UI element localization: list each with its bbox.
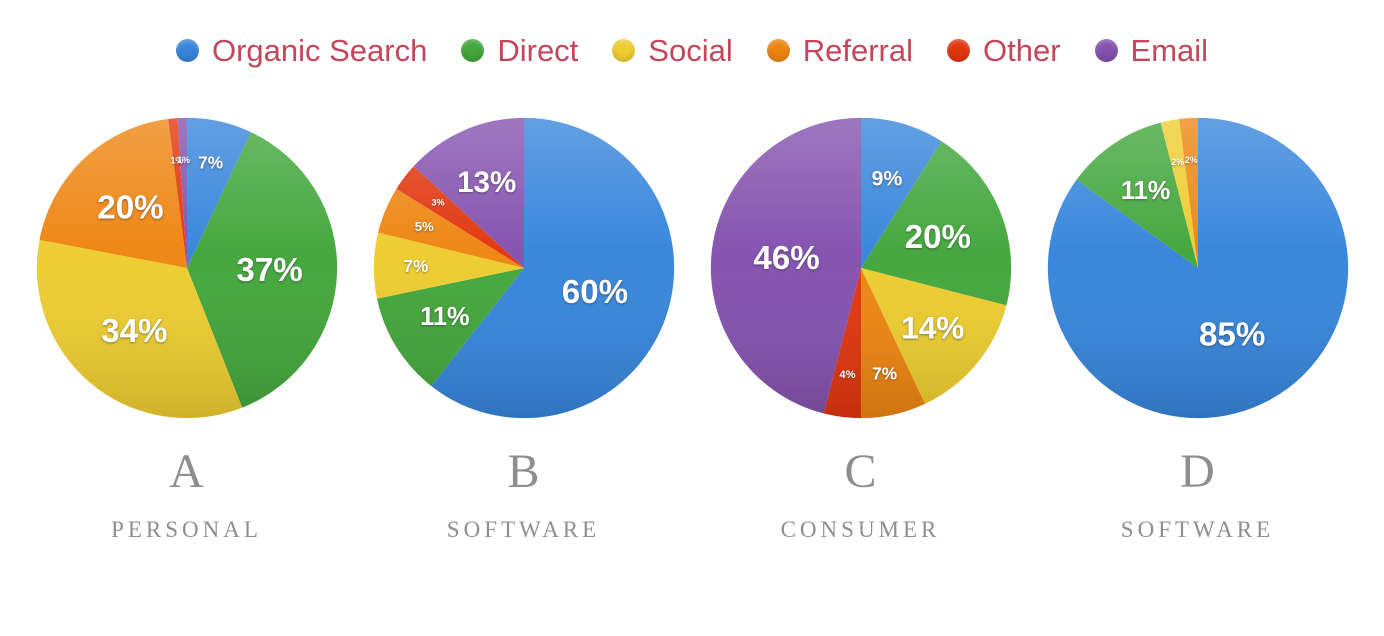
pie-caption-c: C CONSUMER (780, 424, 941, 542)
pie-caption-b: B SOFTWARE (446, 424, 601, 542)
pie-title-d: D (1180, 445, 1215, 498)
pie-title-a: A (169, 445, 204, 498)
legend-dot-other-icon (947, 38, 970, 62)
legend-label-email: Email (1130, 32, 1209, 68)
slice-label: 34% (101, 313, 167, 350)
chart-legend: Organic Search Direct Social Referral Ot… (0, 26, 1384, 74)
pie-gloss-overlay (1047, 117, 1348, 419)
slice-label: 2% (1171, 157, 1184, 167)
pie-chart-a: 7% 37% 34% 20% 1%1% (36, 117, 337, 419)
pie-figure-a: 7% 37% 34% 20% 1% 1% A PERSONAL (18, 112, 355, 541)
slice-label: 9% (871, 167, 902, 191)
pie-subtitle-a: PERSONAL (111, 517, 262, 542)
pie-title-c: C (844, 445, 877, 498)
pie-caption-a: A PERSONAL (111, 424, 262, 542)
slice-label: 7% (872, 363, 897, 383)
legend-item-referral: Referral (766, 32, 913, 68)
pie-gloss-overlay (373, 117, 674, 419)
slice-label: 13% (457, 166, 516, 199)
pie-subtitle-c: CONSUMER (780, 517, 941, 542)
slice-label: 4% (839, 369, 855, 381)
legend-item-email: Email (1094, 32, 1209, 68)
slice-label: 11% (420, 303, 470, 331)
legend-dot-direct-icon (461, 38, 485, 62)
pie-figure-d: 85% 11% 2% 2% D SOFTWARE (1029, 112, 1366, 541)
slice-label: 7% (403, 256, 428, 276)
slice-label: 3% (431, 197, 444, 207)
pie-chart-d: 85%11%2% 2% (1047, 117, 1348, 419)
slice-label: 60% (561, 274, 627, 311)
pie-title-b: B (507, 445, 540, 498)
legend-item-organic-search: Organic Search (175, 32, 428, 68)
slice-label: 1% (177, 155, 190, 165)
pie-caption-d: D SOFTWARE (1120, 424, 1275, 542)
slice-label: 37% (236, 252, 302, 289)
slice-label: 7% (198, 153, 223, 173)
slice-label: 46% (753, 240, 819, 277)
pie-chart-b: 60% 11% 7% 5% 3% 13% (373, 117, 674, 419)
pie-subtitle-d: SOFTWARE (1120, 517, 1275, 542)
legend-label-other: Other (983, 32, 1061, 68)
legend-label-social: Social (648, 32, 733, 68)
slice-label: 20% (97, 189, 163, 226)
charts-row: 7% 37% 34% 20% 1% 1% A PERSONAL 60% 11% 7% 5% 3% 1… (0, 112, 1384, 541)
pie-subtitle-b: SOFTWARE (446, 517, 601, 542)
slice-label: 14% (901, 309, 964, 345)
legend-item-direct: Direct (461, 35, 578, 66)
legend-dot-social-icon (612, 38, 636, 62)
slice-label: 85% (1198, 316, 1264, 353)
legend-dot-email-icon (1094, 38, 1118, 62)
slice-label: 11% (1120, 177, 1170, 205)
legend-dot-organic-search-icon (175, 38, 199, 62)
pie-figure-c: 9% 20% 14% 7% 4% 46% C CONSUMER (692, 112, 1029, 541)
pie-gloss-overlay (36, 117, 337, 419)
slice-label: 5% (414, 219, 433, 234)
legend-label-referral: Referral (802, 32, 913, 68)
legend-label-direct: Direct (497, 32, 579, 68)
legend-dot-referral-icon (766, 38, 790, 62)
legend-item-social: Social (612, 32, 733, 68)
slice-label: 1% (170, 155, 183, 165)
slice-label: 20% (904, 219, 970, 256)
pie-chart-c: 9% 20% 14%7% 4% 46% (710, 117, 1011, 419)
legend-item-other: Other (947, 35, 1061, 66)
pie-gloss-overlay (710, 117, 1011, 419)
legend-label-organic-search: Organic Search (211, 32, 428, 68)
slice-label: 2% (1184, 155, 1197, 165)
pie-figure-b: 60% 11% 7% 5% 3% 13% B SOFTWARE (355, 112, 692, 541)
